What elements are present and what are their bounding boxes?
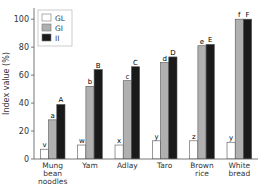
x-axis-line [34,159,258,160]
bar-annotation: f [238,11,241,19]
x-tick-label-line: Yam [81,161,97,170]
y-tick [31,47,34,48]
bar [40,149,48,159]
bar [123,81,131,159]
y-tick-label: 20 [19,127,29,136]
x-tick-label: Adlay [117,161,138,170]
bar [169,57,177,159]
bar-annotation: z [192,133,196,141]
legend-swatch [42,34,51,41]
legend-label: GL [55,14,66,23]
y-tick-label: 100 [14,15,29,24]
x-tick-label-line: rice [195,169,209,178]
x-tick-label: Taro [156,161,173,170]
x-tick-label-line: Taro [156,161,173,170]
bar [78,145,86,159]
bar-annotation: D [170,49,175,57]
x-tick-label-line: noodles [38,177,67,186]
bar [190,141,198,159]
bar-annotation: b [88,78,93,86]
x-tick-label: Whitebread [228,161,250,178]
bar-annotation: x [117,137,121,145]
y-tick [31,75,34,76]
bar [115,145,123,159]
y-tick [31,159,34,160]
bar-annotation: c [125,73,129,81]
bar [152,141,160,159]
y-axis-label: Index value (%) [2,52,11,115]
bar-annotation: y [229,134,233,142]
x-tick-label: Brownrice [190,161,214,178]
bar [198,46,206,159]
bar [243,19,251,159]
bar [161,63,169,159]
y-tick [31,19,34,20]
legend-swatch [42,14,51,21]
bar [49,120,57,159]
bar-annotation: e [200,38,204,46]
bar-annotation: C [133,59,138,67]
y-tick [31,131,34,132]
bar-annotation: w [79,137,85,145]
legend-frame [38,10,72,46]
bar [94,70,102,159]
x-tick-label-line: bread [229,169,251,178]
y-tick-label: 60 [19,71,29,80]
bar-annotation: A [58,96,63,104]
legend-label: GI [55,24,63,33]
bar [227,142,235,159]
bar-annotation: F [246,11,250,19]
legend-swatch [42,24,51,31]
bar-annotation: y [154,133,158,141]
bar-annotation: B [96,62,101,70]
y-tick-label: 40 [19,99,29,108]
legend-label: II [55,34,59,43]
x-tick-label-line: Adlay [117,161,138,170]
chart: v w x y z y a b c d e f A B C D E F 0 20 40 60 80 100 Mungbeanno… [0,0,264,191]
bar [131,67,139,159]
bar-annotation: d [162,55,166,63]
y-axis-line [34,8,35,159]
bar-annotation: E [208,36,212,44]
bar [57,104,65,159]
y-tick [31,103,34,104]
legend: GLGIII [38,10,72,46]
x-tick-label: Yam [81,161,97,170]
bar [206,44,214,159]
bar [86,86,94,159]
bar-annotation: v [42,141,46,149]
x-tick-label: Mungbeannoodles [38,161,67,186]
y-tick-label: 80 [19,43,29,52]
y-tick-label: 0 [24,155,29,164]
bar [235,19,243,159]
bar-annotation: a [51,112,55,120]
